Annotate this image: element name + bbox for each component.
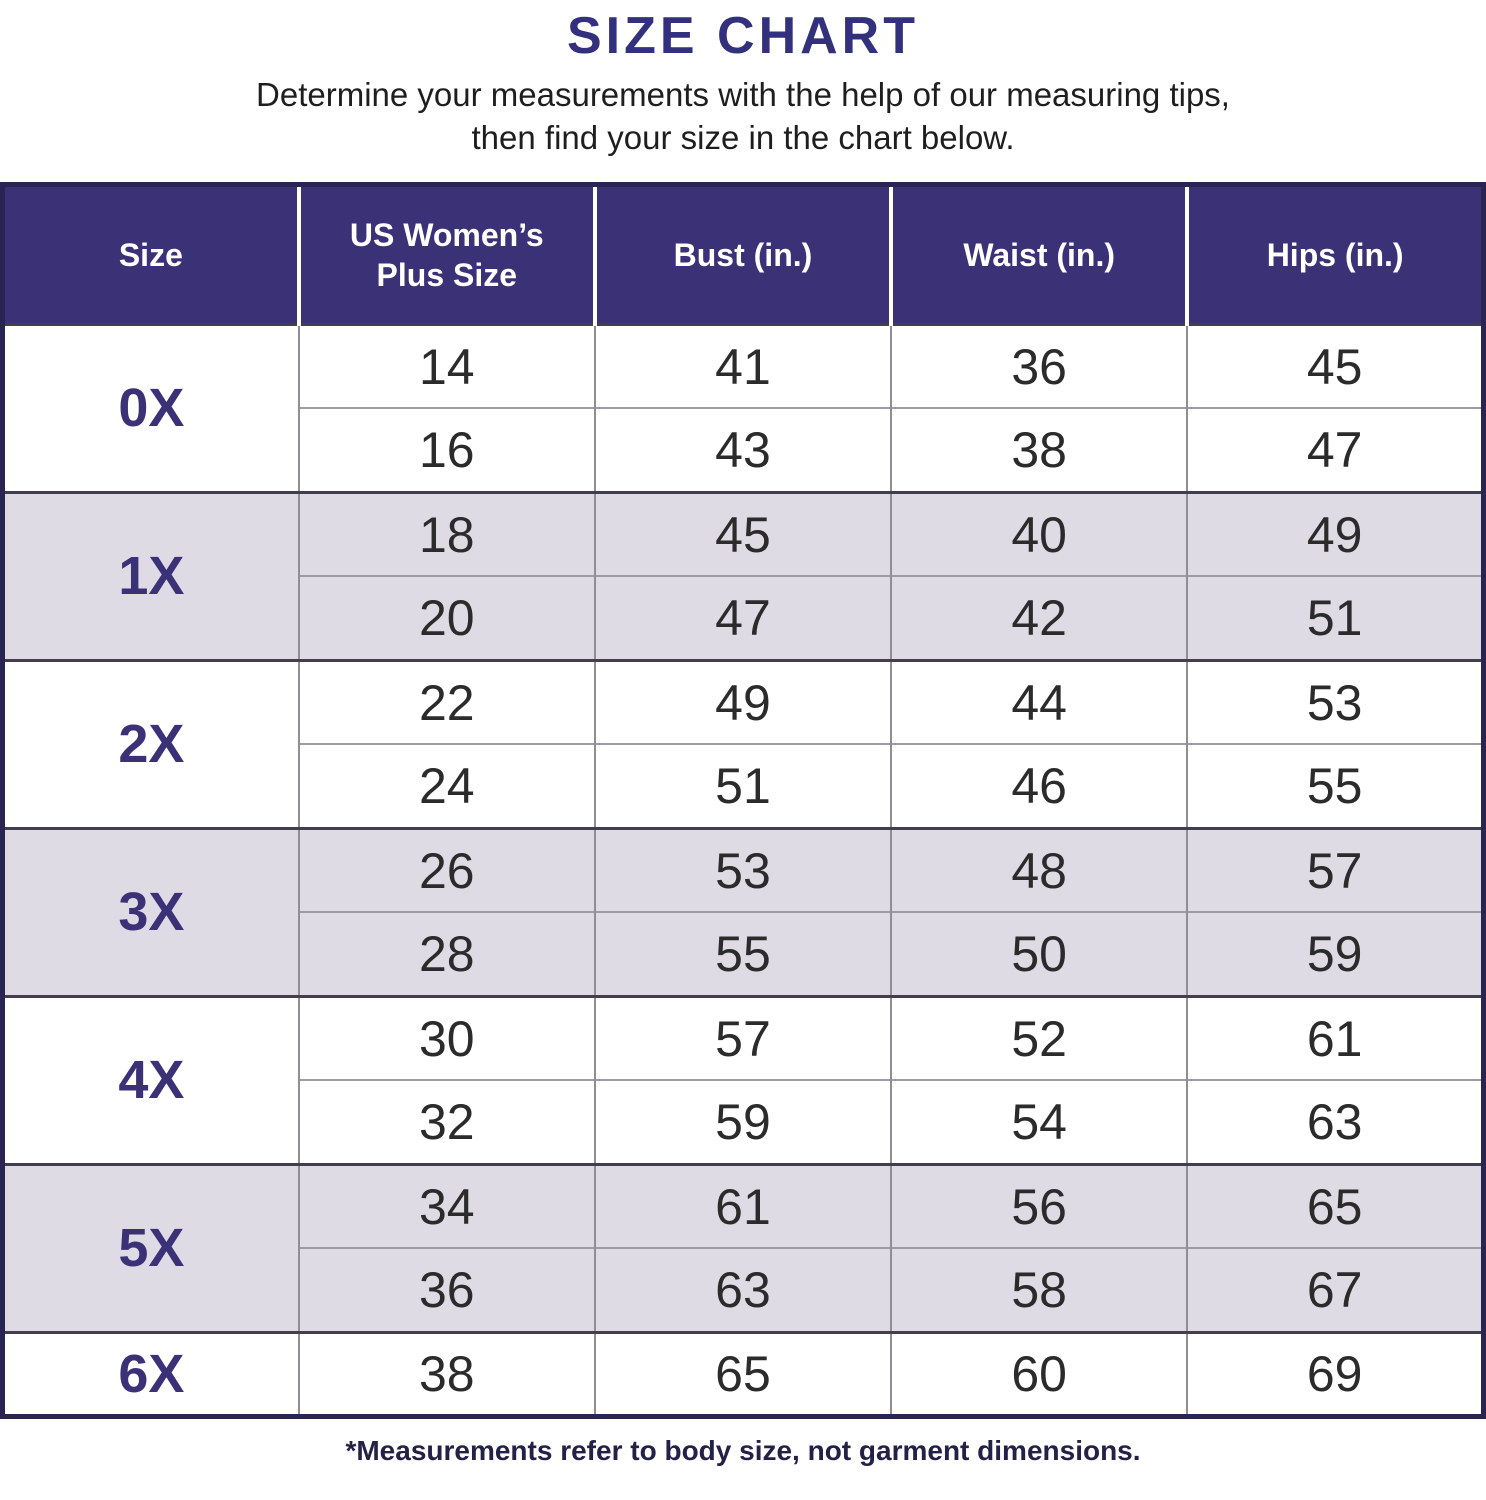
measurement-cell: 49 — [1186, 490, 1484, 577]
page-title: SIZE CHART — [567, 7, 919, 65]
table-row: 36 63 58 67 — [3, 1247, 1484, 1333]
measurement-cell: 55 — [593, 911, 892, 997]
measurement-cell: 51 — [1186, 575, 1484, 661]
measurement-cell: 40 — [890, 490, 1188, 577]
table-row: 1X 18 45 40 49 — [2, 490, 1484, 661]
measurement-cell: 51 — [593, 743, 892, 829]
footnote: *Measurements refer to body size, not ga… — [345, 1434, 1141, 1466]
column-header-bust: Bust (in.) — [592, 184, 892, 326]
measurement-cell: 42 — [890, 575, 1188, 661]
measurement-cell: 48 — [890, 826, 1188, 913]
table-row: 24 51 46 55 — [3, 743, 1484, 829]
measurement-cell: 59 — [593, 1079, 892, 1165]
measurement-cell: 26 — [297, 826, 595, 913]
measurement-cell: 65 — [593, 1330, 892, 1417]
table-row: 6X 38 65 60 69 — [2, 1330, 1484, 1417]
measurement-cell: 45 — [593, 490, 892, 577]
measurement-cell: 47 — [1186, 407, 1484, 493]
measurement-cell: 41 — [593, 322, 892, 409]
measurement-cell: 61 — [593, 1162, 892, 1249]
measurement-cell: 56 — [890, 1162, 1188, 1249]
column-header-size: Size — [2, 184, 299, 326]
size-group-label: 0X — [2, 322, 299, 493]
measurement-cell: 63 — [1186, 1079, 1484, 1165]
measurement-cell: 36 — [890, 322, 1188, 409]
measurement-cell: 55 — [1186, 743, 1484, 829]
measurement-cell: 53 — [1186, 658, 1484, 745]
size-group-label: 2X — [2, 658, 299, 829]
table-row: 2X 22 49 44 53 — [2, 658, 1484, 829]
measurement-cell: 60 — [890, 1330, 1188, 1417]
size-group-label: 4X — [2, 994, 299, 1165]
table-row: 3X 26 53 48 57 — [2, 826, 1484, 997]
subtitle-line-2: then find your size in the chart below. — [471, 118, 1015, 156]
table-header: Size US Women’s Plus Size Bust (in.) Wai… — [2, 184, 1484, 326]
page-subtitle: Determine your measurements with the hel… — [0, 74, 1486, 160]
measurement-cell: 63 — [593, 1247, 892, 1333]
size-group-label: 3X — [2, 826, 299, 997]
measurement-cell: 53 — [593, 826, 892, 913]
measurement-cell: 47 — [593, 575, 892, 661]
measurement-cell: 22 — [297, 658, 595, 745]
measurement-cell: 57 — [593, 994, 892, 1081]
table-row: 0X 14 41 36 45 — [2, 322, 1484, 493]
measurement-cell: 28 — [297, 911, 595, 997]
header-row: Size US Women’s Plus Size Bust (in.) Wai… — [2, 184, 1484, 326]
measurement-cell: 49 — [593, 658, 892, 745]
table-row: 4X 30 57 52 61 — [2, 994, 1484, 1165]
measurement-cell: 14 — [297, 322, 595, 409]
measurement-cell: 16 — [297, 407, 595, 493]
size-group-label: 5X — [2, 1162, 299, 1333]
measurement-cell: 18 — [297, 490, 595, 577]
measurement-cell: 61 — [1186, 994, 1484, 1081]
size-group-label: 1X — [2, 490, 299, 661]
measurement-cell: 54 — [890, 1079, 1188, 1165]
measurement-cell: 69 — [1186, 1330, 1484, 1417]
measurement-cell: 46 — [890, 743, 1188, 829]
table-row: 5X 34 61 56 65 — [2, 1162, 1484, 1333]
subtitle-line-1: Determine your measurements with the hel… — [256, 76, 1230, 113]
measurement-cell: 50 — [890, 911, 1188, 997]
size-group-label: 6X — [2, 1330, 299, 1417]
column-header-hips: Hips (in.) — [1185, 184, 1484, 326]
measurement-cell: 38 — [297, 1330, 595, 1417]
column-header-waist: Waist (in.) — [889, 184, 1188, 326]
measurement-cell: 44 — [890, 658, 1188, 745]
measurement-cell: 38 — [890, 407, 1188, 493]
table-row: 28 55 50 59 — [3, 911, 1484, 997]
measurement-cell: 45 — [1186, 322, 1484, 409]
measurement-cell: 36 — [297, 1247, 595, 1333]
measurement-cell: 30 — [297, 994, 595, 1081]
measurement-cell: 59 — [1186, 911, 1484, 997]
measurement-cell: 32 — [297, 1079, 595, 1165]
measurement-cell: 67 — [1186, 1247, 1484, 1333]
measurement-cell: 20 — [297, 575, 595, 661]
measurement-cell: 34 — [297, 1162, 595, 1249]
measurement-cell: 43 — [593, 407, 892, 493]
measurement-cell: 52 — [890, 994, 1188, 1081]
measurement-cell: 24 — [297, 743, 595, 829]
measurement-cell: 58 — [890, 1247, 1188, 1333]
measurement-cell: 65 — [1186, 1162, 1484, 1249]
table-row: 20 47 42 51 — [3, 575, 1484, 661]
table-row: 16 43 38 47 — [3, 407, 1484, 493]
size-chart-table: Size US Women’s Plus Size Bust (in.) Wai… — [0, 181, 1486, 1419]
table-row: 32 59 54 63 — [3, 1079, 1484, 1165]
column-header-us-womens-plus-size: US Women’s Plus Size — [296, 184, 595, 326]
size-table-body: 0X 14 41 36 45 16 43 38 47 1X 18 45 40 49 20 47 42 51 2X 22… — [2, 322, 1484, 1417]
measurement-cell: 57 — [1186, 826, 1484, 913]
